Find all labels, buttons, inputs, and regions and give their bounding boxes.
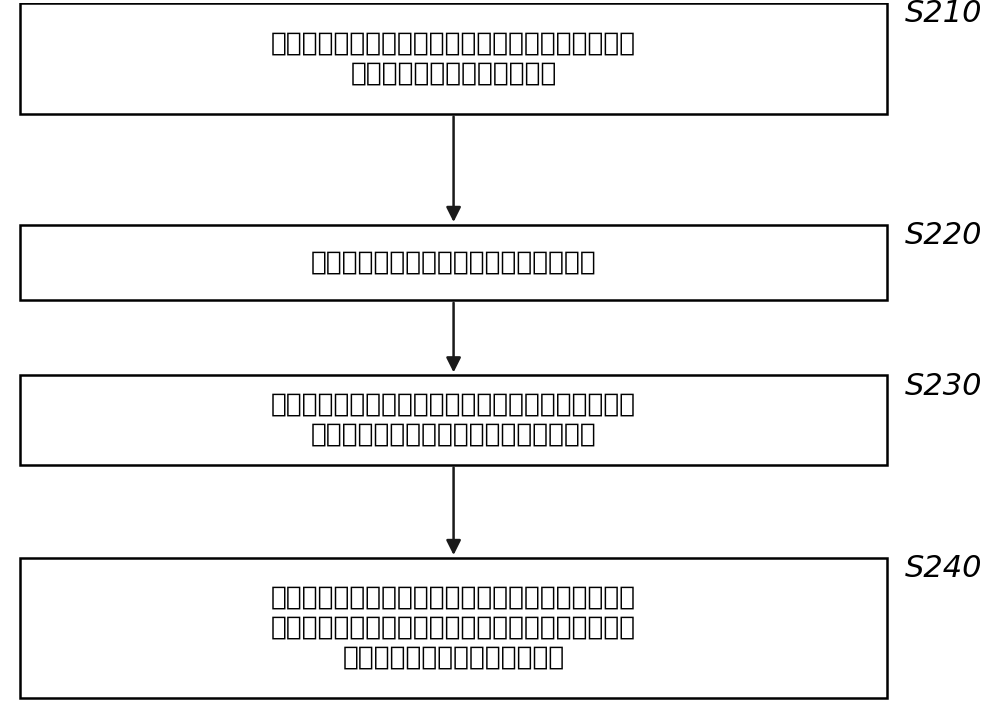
- Bar: [20, 558, 887, 697]
- Text: S210: S210: [905, 0, 983, 28]
- Text: 第二连接密码与所述第一连接密码匹配时，建立与所: 第二连接密码与所述第一连接密码匹配时，建立与所: [271, 615, 636, 641]
- Text: 获取第一服务集标识，并根据预设算法以及所述第一: 获取第一服务集标识，并根据预设算法以及所述第一: [271, 30, 636, 56]
- Bar: [20, 225, 887, 300]
- Text: 服务集标识生成第一连接密码: 服务集标识生成第一连接密码: [350, 60, 557, 86]
- Text: S220: S220: [905, 221, 983, 250]
- Text: 求中的第二服务集标识以及第二连接密码: 求中的第二服务集标识以及第二连接密码: [311, 422, 596, 448]
- Text: 在所述第二服务集标识与所述第一服务集标识且所述: 在所述第二服务集标识与所述第一服务集标识且所述: [271, 585, 636, 610]
- Text: 广播所述无线接入设备的第一服务集标识: 广播所述无线接入设备的第一服务集标识: [311, 249, 596, 275]
- Text: S240: S240: [905, 554, 983, 583]
- Text: S230: S230: [905, 372, 983, 400]
- Text: 述终端设备之间的无线网络连接: 述终端设备之间的无线网络连接: [342, 645, 565, 671]
- Text: 接收到终端设备发送的连接请求时，获取所述连接请: 接收到终端设备发送的连接请求时，获取所述连接请: [271, 392, 636, 418]
- Bar: [20, 3, 887, 114]
- Bar: [20, 375, 887, 464]
